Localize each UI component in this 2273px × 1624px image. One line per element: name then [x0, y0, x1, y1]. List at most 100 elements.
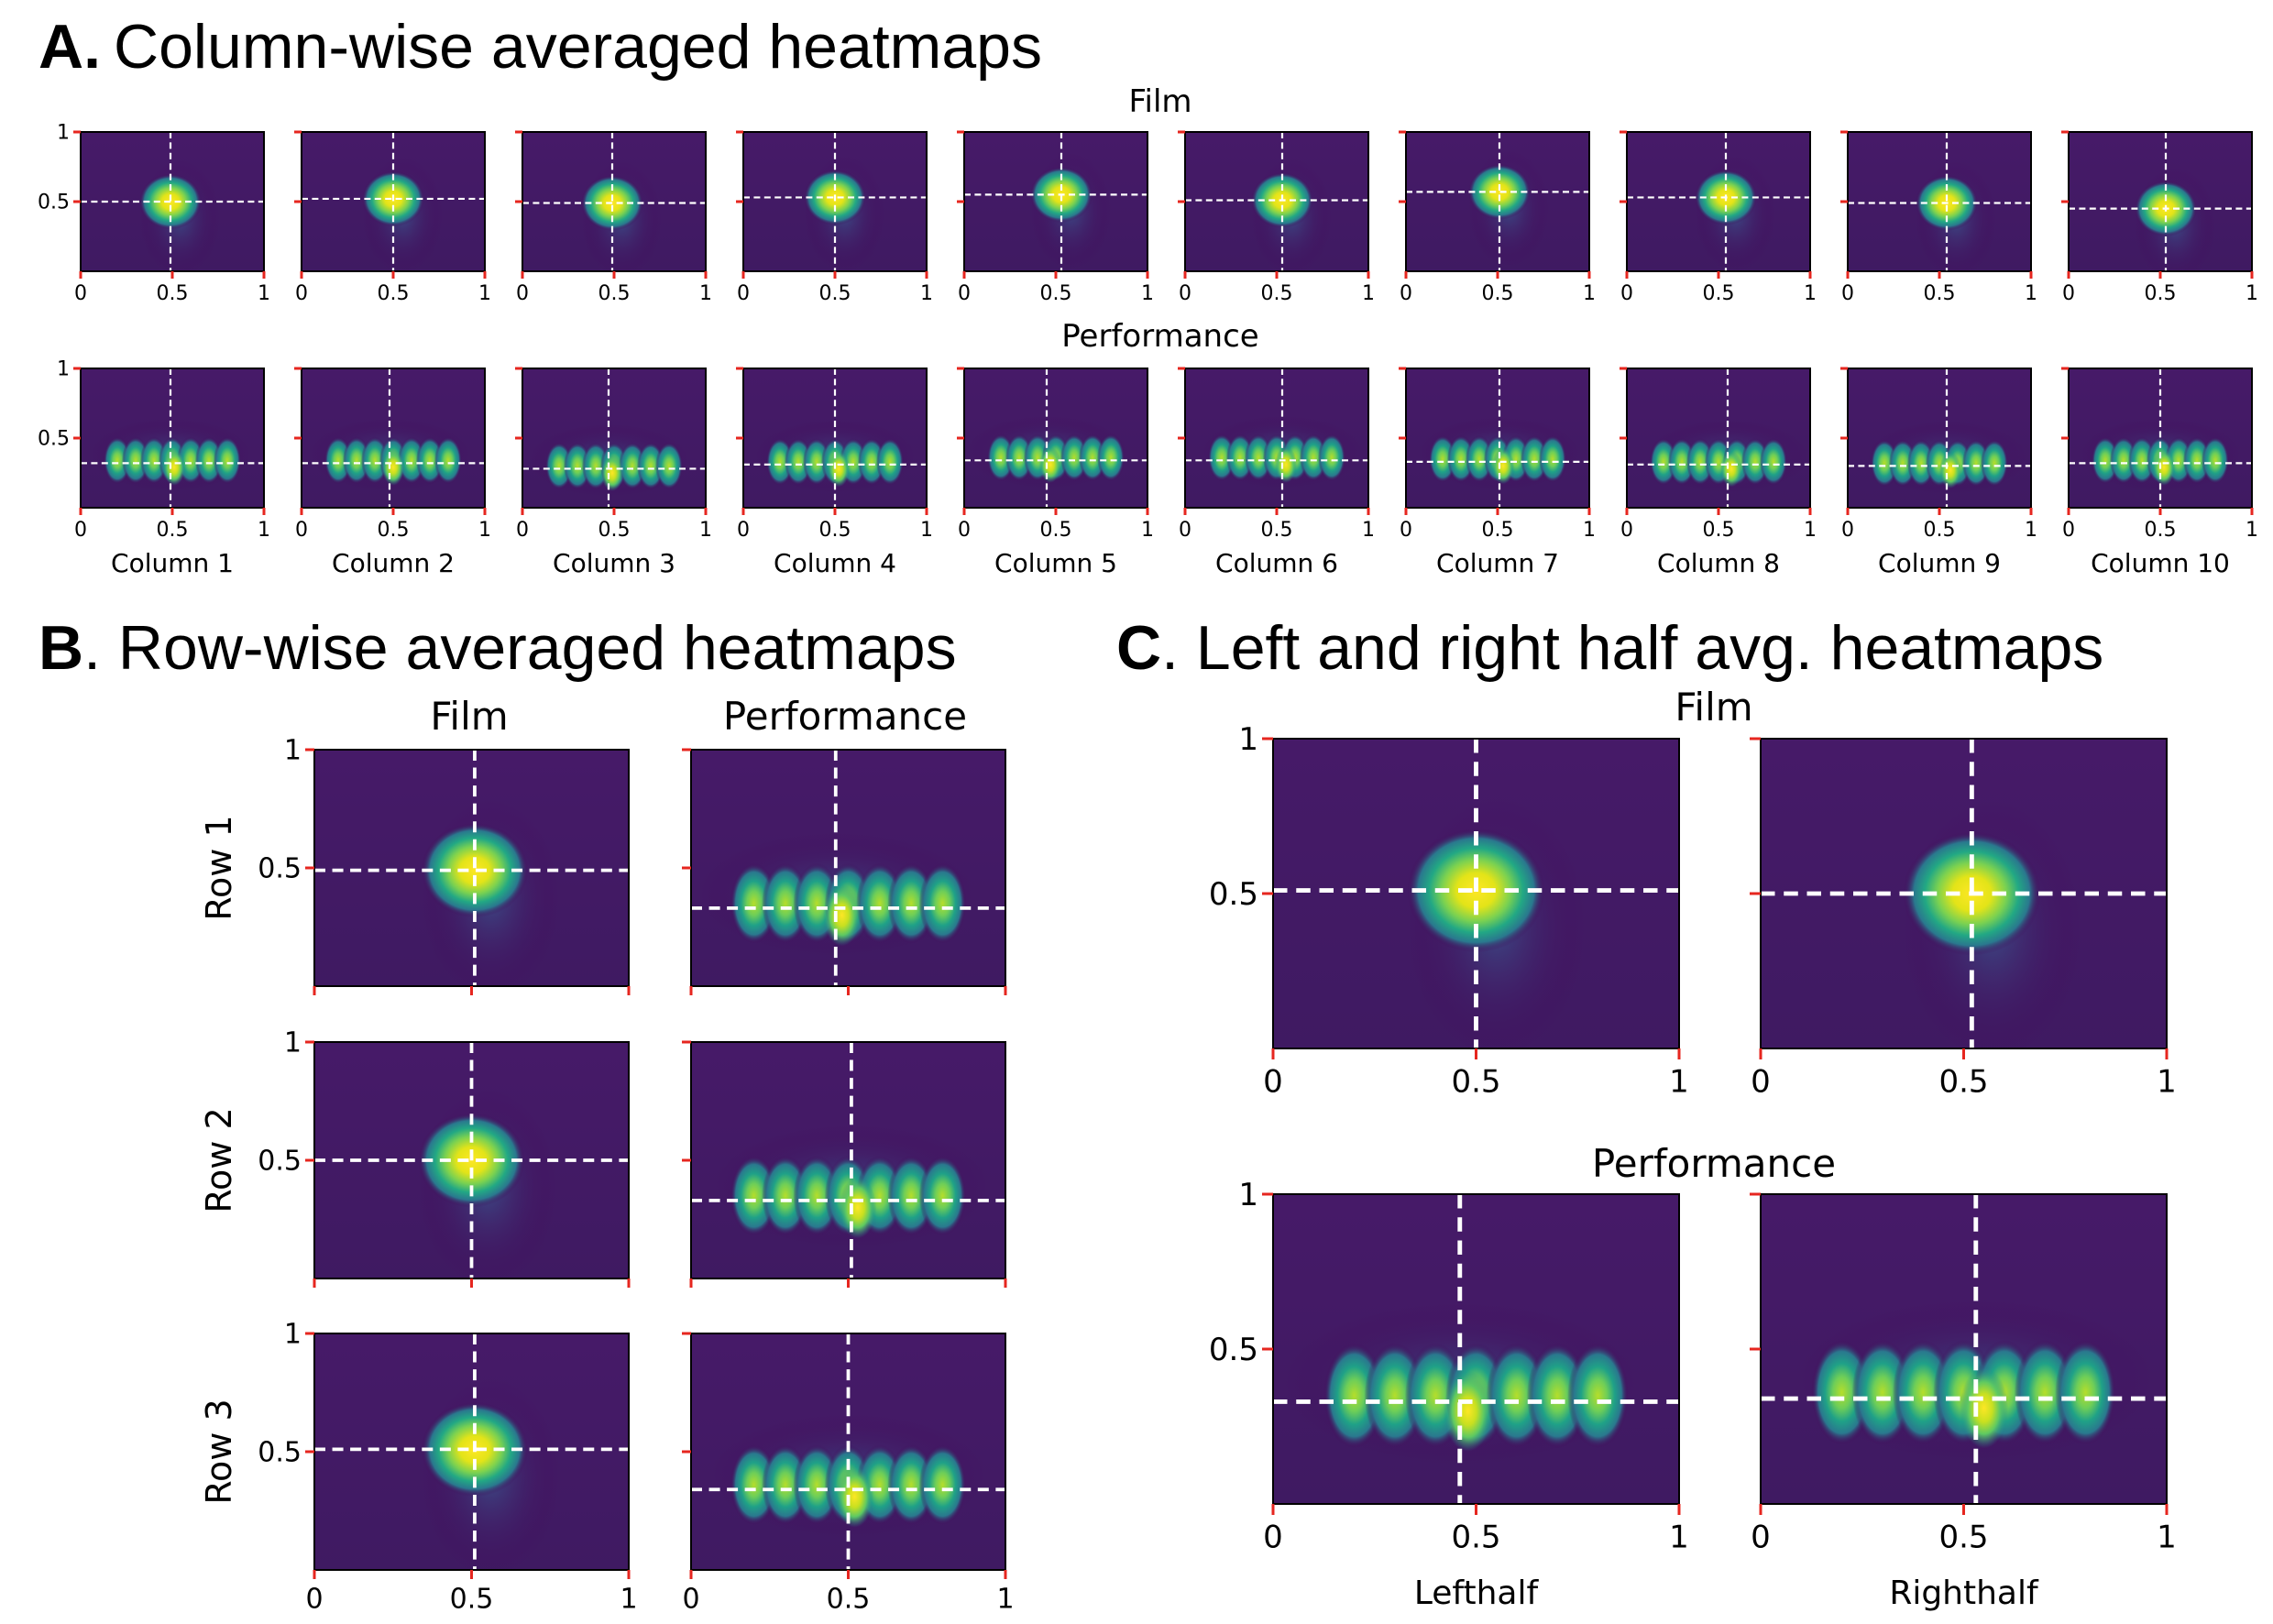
x-tick-label: 0 — [1400, 282, 1412, 305]
x-tick-label: 0 — [1179, 519, 1191, 542]
heatmap-b-row1-film: 0.51 — [258, 735, 631, 995]
x-tick-label: 0 — [1751, 1064, 1771, 1101]
heatmap-a-film-10: 0 0.5 1 — [2061, 130, 2258, 305]
y-tick-label: 1 — [57, 358, 70, 381]
heatmap-hotspot — [2055, 1339, 2116, 1445]
heatmap-peak — [1492, 447, 1514, 485]
heatmap-hotspot — [918, 862, 967, 944]
heatmap-peak — [1720, 450, 1742, 488]
heatmap-b-row2-film: 0.51 — [258, 1027, 631, 1288]
heatmap-hotspot — [2202, 436, 2229, 485]
x-tick-label: 0.5 — [2145, 519, 2177, 542]
x-tick-label: 0 — [1263, 1064, 1283, 1101]
x-tick-label: 0.5 — [378, 519, 410, 542]
heatmap-c-film-righthalf: 0 0.5 1 — [1750, 737, 2177, 1101]
heatmap-peak — [835, 1465, 873, 1528]
x-tick-label: 1 — [920, 282, 933, 305]
heatmap-peak — [1039, 446, 1061, 483]
x-tick-label: 0.5 — [1924, 282, 1956, 305]
x-axis-label: Column 9 — [1878, 548, 2001, 578]
heatmap-a-performance-10: 0 0.5 1 Column 10 — [2061, 367, 2258, 578]
x-tick-label: 0.5 — [819, 282, 851, 305]
panel-b-row-label: Row 2 — [199, 1107, 239, 1213]
y-tick-label: 0.5 — [258, 1437, 302, 1469]
x-tick-label: 0 — [1841, 519, 1854, 542]
x-axis-label: Column 4 — [774, 548, 896, 578]
x-tick-label: 1 — [1804, 282, 1817, 305]
x-tick-label: 1 — [1362, 282, 1375, 305]
x-tick-label: 0.5 — [598, 519, 631, 542]
x-tick-label: 0.5 — [378, 282, 410, 305]
x-tick-label: 0 — [1400, 519, 1412, 542]
x-tick-label: 0.5 — [1482, 519, 1514, 542]
heatmap-a-performance-4: 0 0.5 1 Column 4 — [736, 367, 933, 578]
x-tick-label: 0 — [1620, 519, 1633, 542]
x-axis-label: Column 2 — [332, 548, 455, 578]
x-tick-label: 0.5 — [1703, 519, 1735, 542]
x-tick-label: 0.5 — [1924, 519, 1956, 542]
panel-b-film-heading: Film — [430, 694, 508, 739]
x-tick-label: 1 — [478, 519, 491, 542]
x-tick-label: 0.5 — [157, 282, 189, 305]
x-tick-label: 1 — [1362, 519, 1375, 542]
x-tick-label: 1 — [2246, 282, 2258, 305]
x-tick-label: 0 — [958, 282, 971, 305]
y-tick-label: 0.5 — [38, 192, 70, 214]
x-tick-label: 1 — [1583, 282, 1596, 305]
heatmap-peak — [163, 449, 185, 486]
x-tick-label: 0 — [1841, 282, 1854, 305]
heatmap-a-film-7: 0 0.5 1 — [1399, 130, 1596, 305]
x-tick-label: 1 — [2246, 519, 2258, 542]
x-tick-label: 0 — [737, 282, 750, 305]
heatmap-hotspot — [434, 436, 462, 485]
heatmap-c-performance-righthalf: 0 0.5 1 Righthalf — [1750, 1192, 2177, 1612]
x-axis-label: Column 6 — [1215, 548, 1338, 578]
heatmap-hotspot — [876, 438, 904, 486]
heatmap-hotspot — [918, 1155, 967, 1236]
y-tick-label: 0.5 — [258, 1146, 302, 1178]
heatmap-peak — [2153, 449, 2175, 486]
heatmap-a-performance-9: 0 0.5 1 Column 9 — [1840, 367, 2037, 578]
x-axis-label: Column 1 — [111, 548, 234, 578]
x-axis-label: Righthalf — [1889, 1575, 2039, 1612]
x-tick-label: 0 — [305, 1584, 323, 1616]
x-axis-label: Lefthalf — [1414, 1575, 1540, 1612]
y-tick-label: 0.5 — [1209, 876, 1258, 913]
panel-c-title-text: . Left and right half avg. heatmaps — [1161, 613, 2103, 683]
heatmap-hotspot — [214, 436, 241, 485]
x-tick-label: 1 — [258, 519, 270, 542]
x-axis-label: Column 7 — [1436, 548, 1559, 578]
x-tick-label: 0.5 — [2145, 282, 2177, 305]
x-tick-label: 1 — [2157, 1520, 2177, 1556]
x-tick-label: 1 — [699, 282, 712, 305]
y-tick-label: 1 — [284, 735, 302, 767]
x-tick-label: 1 — [620, 1584, 637, 1616]
x-tick-label: 1 — [1669, 1520, 1689, 1556]
heatmap-peak — [1468, 163, 1531, 220]
x-tick-label: 0.5 — [598, 282, 631, 305]
heatmap-b-row3-performance: 0 0.5 1 — [682, 1332, 1015, 1616]
panel-a-title: A. Column-wise averaged heatmaps — [38, 12, 1042, 82]
panel-c-film-heading: Film — [1675, 685, 1752, 730]
x-tick-label: 0 — [1620, 282, 1633, 305]
y-tick-label: 0.5 — [38, 428, 70, 451]
x-tick-label: 0 — [2062, 519, 2075, 542]
heatmap-hotspot — [1567, 1343, 1629, 1449]
x-tick-label: 1 — [1583, 519, 1596, 542]
y-tick-label: 1 — [57, 122, 70, 145]
x-tick-label: 0.5 — [819, 519, 851, 542]
x-tick-label: 1 — [478, 282, 491, 305]
heatmap-a-film-8: 0 0.5 1 — [1620, 130, 1817, 305]
x-tick-label: 0 — [1179, 282, 1191, 305]
heatmap-peak — [828, 450, 850, 488]
heatmap-b-row3-film: 0 0.5 1 0.5 1 — [258, 1319, 637, 1616]
x-tick-label: 0.5 — [1261, 519, 1293, 542]
x-axis-label: Column 8 — [1657, 548, 1780, 578]
heatmap-hotspot — [1097, 433, 1125, 482]
panel-b-title-text: . Row-wise averaged heatmaps — [83, 613, 956, 683]
heatmap-peak — [601, 455, 623, 491]
heatmap-a-performance-5: 0 0.5 1 Column 5 — [957, 367, 1154, 578]
y-tick-label: 1 — [284, 1027, 302, 1059]
heatmap-hotspot — [918, 1444, 967, 1525]
x-tick-label: 1 — [258, 282, 270, 305]
